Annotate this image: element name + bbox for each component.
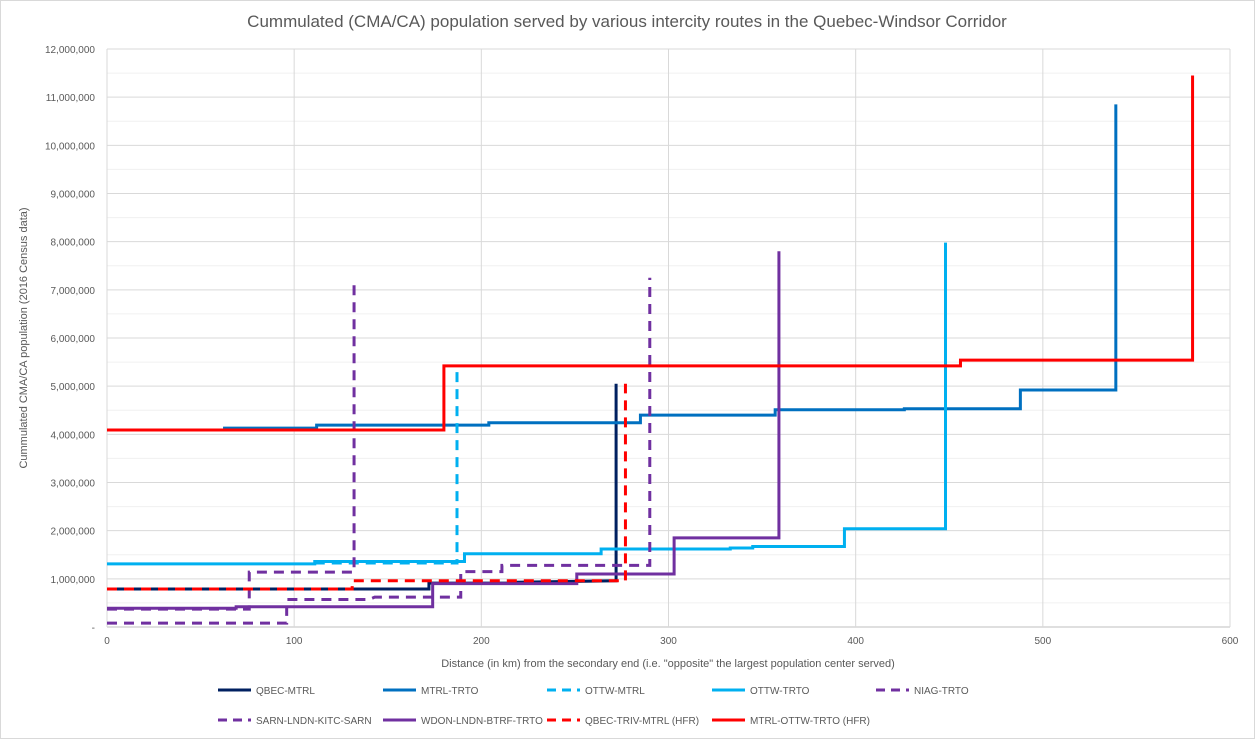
legend: QBEC-MTRL MTRL-TRTO OTTW-MTRL OTTW-TRTO NIAG… xyxy=(218,686,969,727)
y-tick-label: 5,000,000 xyxy=(51,382,96,393)
legend-label: QBEC-TRIV-MTRL (HFR) xyxy=(585,716,699,727)
legend-label: OTTW-MTRL xyxy=(585,686,645,697)
legend-item: QBEC-MTRL xyxy=(218,686,315,697)
series-lines xyxy=(107,75,1195,625)
legend-item: NIAG-TRTO xyxy=(876,686,969,697)
series-line-qbec-mtrl xyxy=(107,383,618,591)
x-axis-label: Distance (in km) from the secondary end … xyxy=(441,658,895,670)
series-line-mtrl-ottw-trto-hfr xyxy=(107,75,1195,432)
series-line-qbec-triv-mtrl-hfr xyxy=(107,383,627,591)
y-tick-label: 3,000,000 xyxy=(51,479,96,490)
legend-item: QBEC-TRIV-MTRL (HFR) xyxy=(547,716,699,727)
x-tick-label: 400 xyxy=(847,636,864,647)
y-tick-label: 8,000,000 xyxy=(51,238,96,249)
chart-title: Cummulated (CMA/CA) population served by… xyxy=(247,12,1007,31)
x-tick-label: 300 xyxy=(660,636,677,647)
x-axis-ticks: 0 100 200 300 400 500 600 xyxy=(104,636,1239,647)
legend-label: OTTW-TRTO xyxy=(750,686,810,697)
gridlines xyxy=(106,48,1231,628)
x-tick-label: 500 xyxy=(1034,636,1051,647)
legend-label: SARN-LNDN-KITC-SARN xyxy=(256,716,372,727)
series-line-ottw-mtrl xyxy=(314,364,459,565)
y-tick-label: 10,000,000 xyxy=(45,141,95,152)
y-axis-ticks: - 1,000,000 2,000,000 3,000,000 4,000,000 5,0… xyxy=(45,45,95,634)
x-tick-label: 200 xyxy=(473,636,490,647)
y-axis-label: Cummulated CMA/CA population (2016 Censu… xyxy=(18,207,30,468)
legend-label: QBEC-MTRL xyxy=(256,686,315,697)
y-tick-label: 6,000,000 xyxy=(51,334,96,345)
y-tick-label: 2,000,000 xyxy=(51,527,96,538)
x-tick-label: 0 xyxy=(104,636,110,647)
x-tick-label: 100 xyxy=(286,636,303,647)
legend-label: MTRL-OTTW-TRTO (HFR) xyxy=(750,716,870,727)
y-tick-label: - xyxy=(92,623,95,634)
x-tick-label: 600 xyxy=(1222,636,1239,647)
legend-item: MTRL-TRTO xyxy=(383,686,479,697)
legend-item: WDON-LNDN-BTRF-TRTO xyxy=(383,716,543,727)
legend-item: MTRL-OTTW-TRTO (HFR) xyxy=(712,716,870,727)
y-tick-label: 12,000,000 xyxy=(45,45,95,56)
series-line-ottw-trto xyxy=(107,242,948,566)
y-tick-label: 11,000,000 xyxy=(46,93,96,104)
legend-item: OTTW-TRTO xyxy=(712,686,810,697)
y-tick-label: 4,000,000 xyxy=(51,430,96,441)
y-tick-label: 1,000,000 xyxy=(51,575,96,586)
legend-label: MTRL-TRTO xyxy=(421,686,479,697)
series-line-niag-trto xyxy=(107,277,652,625)
legend-item: OTTW-MTRL xyxy=(547,686,645,697)
legend-label: WDON-LNDN-BTRF-TRTO xyxy=(421,716,543,727)
series-line-mtrl-trto xyxy=(223,104,1118,430)
y-tick-label: 7,000,000 xyxy=(51,286,96,297)
series-line-wdon-lndn-btrf-trto xyxy=(107,251,781,610)
legend-label: NIAG-TRTO xyxy=(914,686,969,697)
legend-item: SARN-LNDN-KITC-SARN xyxy=(218,716,372,727)
y-tick-label: 9,000,000 xyxy=(51,190,96,201)
